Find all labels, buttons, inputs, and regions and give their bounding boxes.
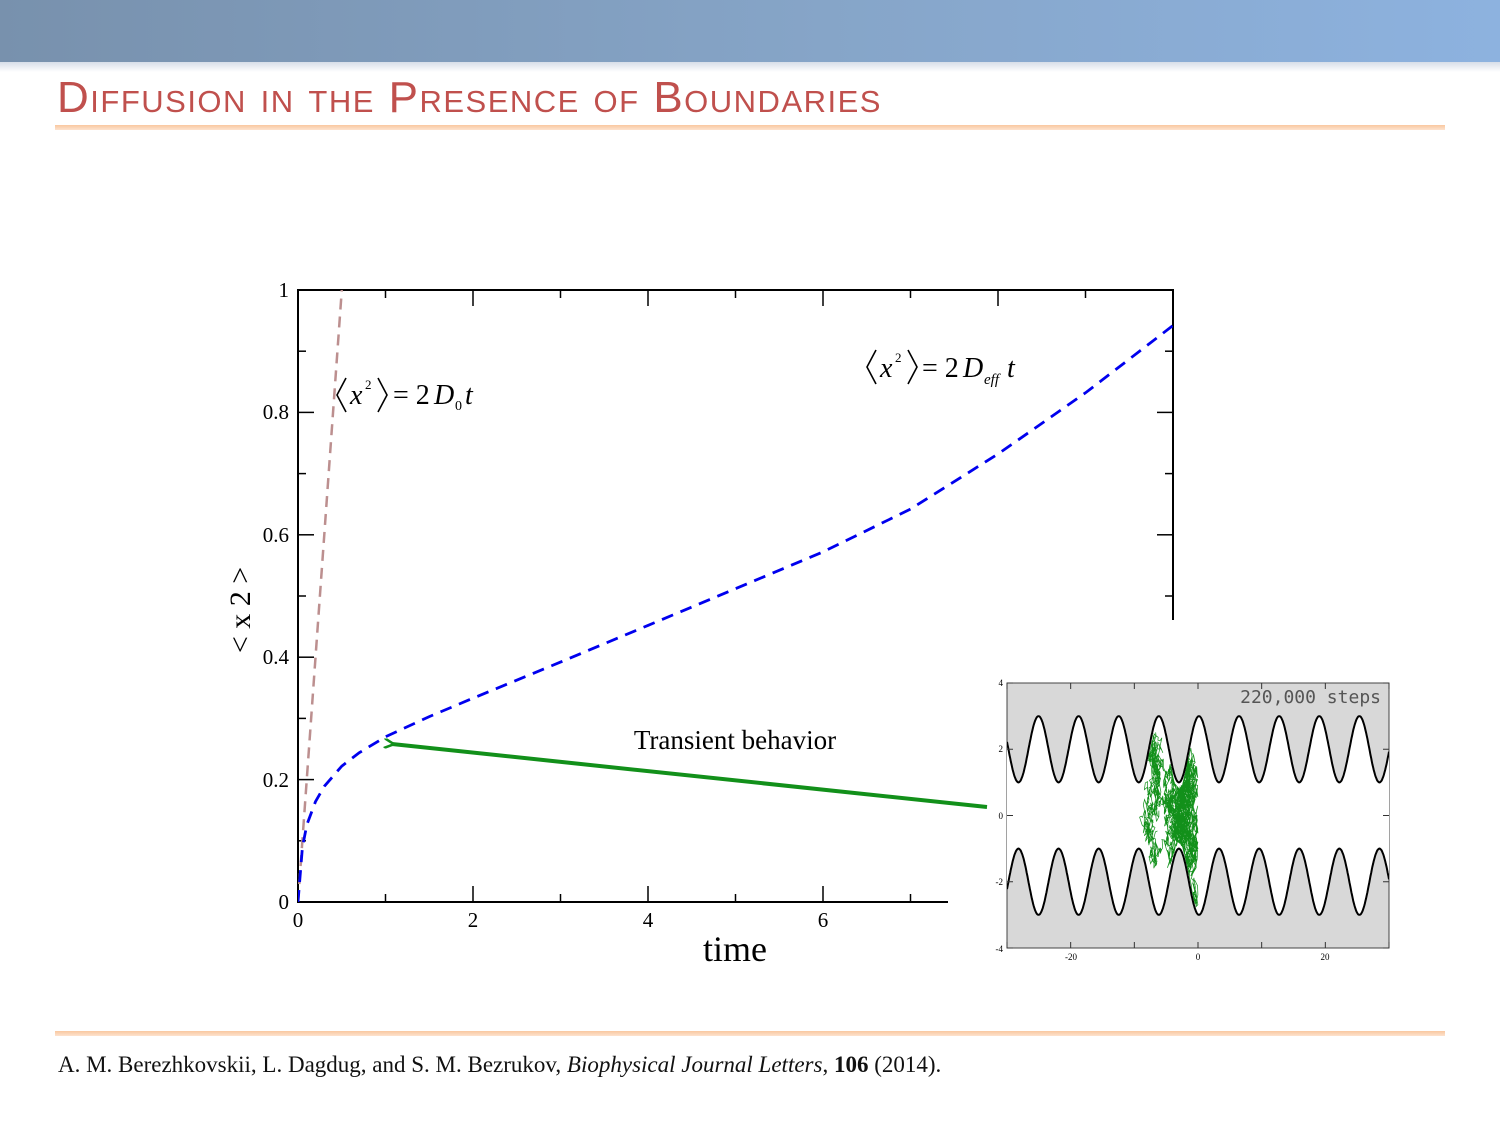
citation-sep: , [822,1052,834,1077]
formula-x: x [349,380,363,411]
lower-boundary [1007,847,1389,916]
y-tick-label: 0.8 [263,400,289,424]
inset-title: 220,000 steps [1240,687,1381,708]
inset-x-tick-label: -20 [1065,952,1077,962]
header-shadow [0,62,1500,72]
formula-equals: = 2 [922,353,959,384]
effective-diffusion-formula: x 2 = 2 D eff t [866,349,1016,388]
channel-interior [1007,716,1389,915]
inset-y-tick-label: 0 [999,811,1004,821]
citation-year: (2014). [868,1052,942,1077]
formula-exponent: 2 [365,377,372,392]
footer-rule [55,1031,1445,1036]
random-walk-trajectory [1139,732,1199,908]
formula-t: t [1007,353,1016,384]
free-diffusion-line [298,290,344,902]
citation: A. M. Berezhkovskii, L. Dagdug, and S. M… [58,1052,941,1078]
inset-y-tick-label: -2 [996,877,1004,887]
free-diffusion-formula: x 2 = 2 D 0 t [336,377,474,414]
effective-diffusion-curve [298,324,1173,902]
formula-subscript: 0 [455,399,462,414]
inset-y-tick-label: -4 [996,944,1004,954]
x-axis-label: time [703,929,767,969]
citation-authors: A. M. Berezhkovskii, L. Dagdug, and S. M… [58,1052,567,1077]
x-tick-label: 2 [468,908,479,932]
x-tick-label: 6 [818,908,829,932]
formula-equals: = 2 [393,380,430,411]
formula-exponent: 2 [895,350,902,365]
y-tick-label: 0.2 [263,768,289,792]
citation-journal: Biophysical Journal Letters [566,1052,823,1077]
transient-arrow [392,744,988,809]
inset-x-tick-label: 20 [1321,952,1331,962]
x-tick-label: 0 [293,908,304,932]
formula-D: D [962,353,983,384]
y-axis-label: < x 2 > [224,567,257,653]
formula-x: x [879,353,893,384]
title-underline [55,125,1445,130]
y-tick-label: 0 [279,890,290,914]
y-tick-label: 1 [279,278,290,302]
y-tick-label: 0.4 [263,645,290,669]
upper-boundary [1007,715,1389,784]
x-tick-label: 4 [643,908,654,932]
formula-D: D [433,380,454,411]
inset-axis-ticks [1006,682,1390,949]
citation-volume: 106 [833,1052,869,1077]
header-band [0,0,1500,62]
formula-subscript: eff [984,372,1001,388]
y-tick-label: 0.6 [263,523,289,547]
inset-y-tick-label: 4 [999,678,1004,688]
inset-y-tick-label: 2 [999,744,1004,754]
slide-title: Diffusion in the Presence of Boundaries [57,73,882,122]
inset-x-tick-label: 0 [1196,952,1201,962]
formula-t: t [465,380,474,411]
transient-label: Transient behavior [634,725,836,755]
